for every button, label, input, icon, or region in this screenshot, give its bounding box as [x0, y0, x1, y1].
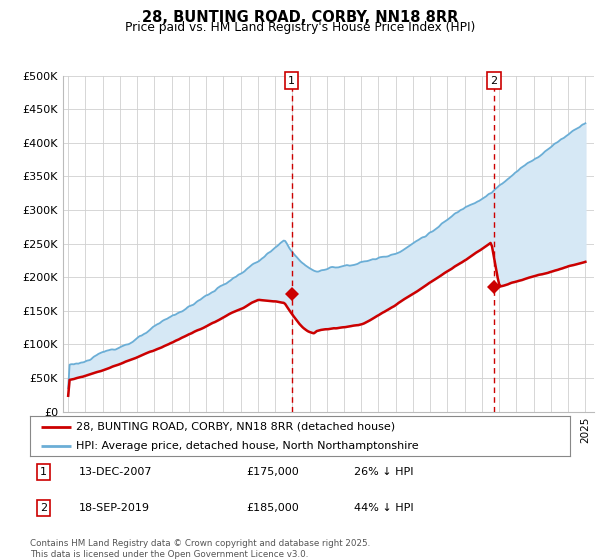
Text: £175,000: £175,000 [246, 466, 299, 477]
Text: 2: 2 [40, 503, 47, 513]
Text: HPI: Average price, detached house, North Northamptonshire: HPI: Average price, detached house, Nort… [76, 441, 419, 450]
Text: Price paid vs. HM Land Registry's House Price Index (HPI): Price paid vs. HM Land Registry's House … [125, 21, 475, 34]
Text: 2: 2 [491, 76, 498, 86]
Text: 1: 1 [40, 466, 47, 477]
Text: Contains HM Land Registry data © Crown copyright and database right 2025.
This d: Contains HM Land Registry data © Crown c… [30, 539, 370, 559]
Text: 26% ↓ HPI: 26% ↓ HPI [354, 466, 413, 477]
Text: £185,000: £185,000 [246, 503, 299, 513]
Text: 13-DEC-2007: 13-DEC-2007 [79, 466, 152, 477]
Text: 28, BUNTING ROAD, CORBY, NN18 8RR: 28, BUNTING ROAD, CORBY, NN18 8RR [142, 10, 458, 25]
Text: 44% ↓ HPI: 44% ↓ HPI [354, 503, 413, 513]
Text: 28, BUNTING ROAD, CORBY, NN18 8RR (detached house): 28, BUNTING ROAD, CORBY, NN18 8RR (detac… [76, 422, 395, 432]
Text: 18-SEP-2019: 18-SEP-2019 [79, 503, 149, 513]
Text: 1: 1 [288, 76, 295, 86]
